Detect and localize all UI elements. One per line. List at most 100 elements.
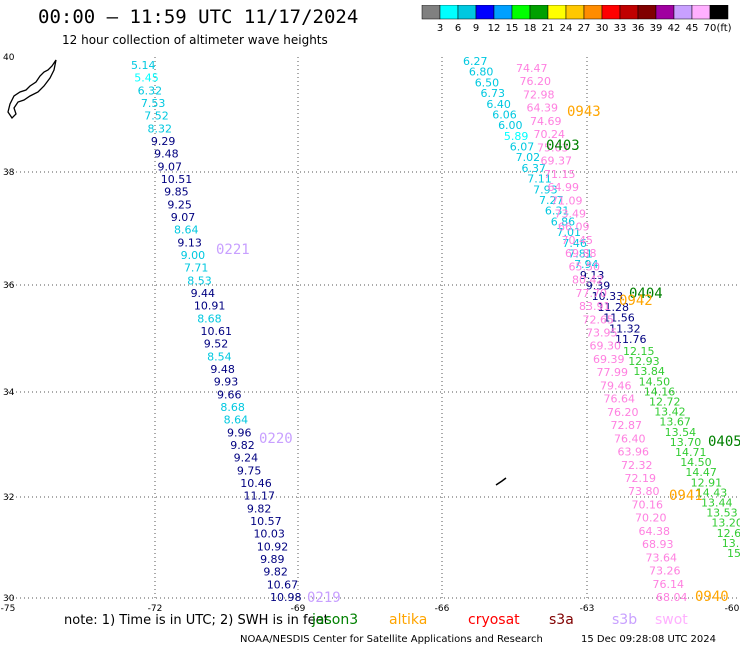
swh-value: 9.07 — [157, 160, 182, 173]
swh-value: 8.68 — [220, 401, 245, 414]
swh-value: 13.67 — [659, 416, 691, 429]
swh-value: 11.32 — [609, 322, 641, 335]
swh-value: 9.13 — [580, 269, 605, 282]
swh-value: 79.46 — [600, 379, 632, 392]
swh-value: 11.56 — [603, 312, 635, 325]
colorbar-label: 39 — [650, 23, 663, 34]
swh-value: 68.04 — [656, 591, 688, 604]
swh-value: 14.50 — [680, 456, 712, 469]
y-tick-label: 36 — [3, 281, 15, 291]
x-tick-label: -75 — [1, 604, 16, 612]
swh-value: 8.64 — [174, 224, 199, 237]
swh-value: 9.13 — [177, 236, 202, 249]
swh-value: 7.94 — [574, 258, 599, 271]
swh-value: 13.84 — [633, 365, 665, 378]
map-title: 00:00 – 11:59 UTC 11/17/2024 — [38, 6, 359, 28]
swh-value: 9.44 — [191, 287, 216, 300]
swh-value: 12.91 — [691, 476, 723, 489]
swh-value: 7.27 — [539, 194, 564, 207]
swh-value: 9.39 — [586, 280, 611, 293]
swh-value: 10.91 — [194, 300, 226, 313]
swh-value: 76.14 — [653, 578, 685, 591]
swh-value: 70.45 — [562, 234, 594, 247]
swh-value: 9.07 — [171, 211, 196, 224]
swh-value: 7.46 — [562, 237, 587, 250]
track-pass-id: 0405 — [708, 434, 740, 450]
y-tick-label: 38 — [3, 168, 15, 178]
colorbar-label: (ft) — [716, 23, 731, 34]
swh-value: 73.26 — [649, 565, 681, 578]
track-pass-id: 0940 — [695, 589, 729, 605]
swh-value: 8.32 — [148, 122, 173, 135]
swh-value: 9.82 — [263, 566, 288, 579]
swh-value: 6.80 — [469, 66, 494, 79]
swh-value: 8.68 — [197, 312, 222, 325]
swh-value: 73.80 — [628, 485, 660, 498]
swh-value: 9.00 — [181, 249, 206, 262]
swh-value: 13.44 — [701, 497, 733, 510]
swh-value: 9.82 — [230, 439, 255, 452]
swh-value: 9.52 — [204, 338, 229, 351]
y-tick-label: 34 — [3, 388, 15, 398]
swh-value: 12.15 — [623, 345, 655, 358]
swh-value: 14.47 — [685, 466, 717, 479]
swh-value: 5.14 — [131, 59, 156, 72]
x-tick-label: -72 — [148, 604, 163, 612]
colorbar-label: 15 — [506, 23, 519, 34]
swh-value: 9.85 — [164, 186, 189, 199]
swh-value: 72.98 — [523, 88, 555, 101]
colorbar-label: 6 — [455, 23, 461, 34]
swh-value: 76.20 — [520, 75, 552, 88]
swh-value: 9.48 — [154, 148, 179, 161]
axis-labels: -75 -72 -69 -66 -63 -60 40 38 36 34 32 30 — [1, 53, 740, 612]
swh-value: 72.19 — [625, 472, 657, 485]
swh-value: 70.20 — [635, 512, 667, 525]
swh-value: 72.65 — [583, 313, 615, 326]
swh-value: 8.53 — [187, 274, 212, 287]
swh-value: 6.06 — [492, 108, 517, 121]
colorbar-label: 18 — [524, 23, 537, 34]
swh-value: 76.40 — [614, 432, 646, 445]
swh-value: 64.39 — [527, 102, 559, 115]
swh-value: 5.89 — [504, 130, 529, 143]
track-pass-id: 0220 — [259, 431, 293, 447]
colorbar-label: 70 — [704, 23, 717, 34]
timestamp-text: 15 Dec 09:28:08 UTC 2024 — [581, 634, 716, 645]
satellite-legend-swot: swot — [655, 612, 688, 628]
swh-value: 72.87 — [611, 419, 643, 432]
wave-height-colorbar: 3 6 9 12 15 18 21 24 27 30 33 36 39 42 45 70 (ft) — [421, 5, 731, 34]
swh-value: 11.17 — [244, 490, 276, 503]
swh-value: 64.38 — [639, 525, 671, 538]
swh-value: 13.1 — [722, 537, 740, 550]
swh-value: 7.52 — [144, 110, 169, 123]
swh-value: 6.37 — [521, 162, 546, 175]
swh-value: 6.31 — [545, 205, 570, 218]
swh-value: 10.57 — [250, 515, 282, 528]
bermuda-island — [495, 477, 507, 486]
swh-value: 10.03 — [253, 528, 285, 541]
colorbar-label: 3 — [437, 23, 443, 34]
altimeter-tracks: 5.145.456.327.537.528.329.299.489.0710.5… — [131, 55, 740, 604]
swh-value: 12.64 — [717, 527, 740, 540]
satellite-legend-jason3: jason3 — [312, 612, 359, 628]
swh-value: 9.82 — [247, 502, 271, 515]
satellite-legend-cryosat: cryosat — [468, 612, 520, 628]
coastline — [7, 59, 507, 486]
y-tick-label: 40 — [3, 53, 15, 63]
colorbar-label: 9 — [473, 23, 479, 34]
swh-value: 15 — [727, 547, 740, 560]
swh-value: 75.63 — [537, 141, 569, 154]
track-pass-id: 0219 — [307, 590, 341, 606]
swh-value: 76.64 — [604, 393, 636, 406]
swh-value: 71.09 — [551, 194, 583, 207]
swh-value: 7.93 — [533, 183, 558, 196]
swh-value: 9.66 — [217, 388, 242, 401]
swh-value: 8.64 — [224, 414, 249, 427]
swh-value: 7.81 — [568, 247, 593, 260]
swh-value: 64.99 — [548, 181, 580, 194]
swh-value: 83.91 — [579, 300, 611, 313]
swh-value: 6.86 — [551, 215, 576, 228]
swh-value: 7.02 — [516, 151, 541, 164]
